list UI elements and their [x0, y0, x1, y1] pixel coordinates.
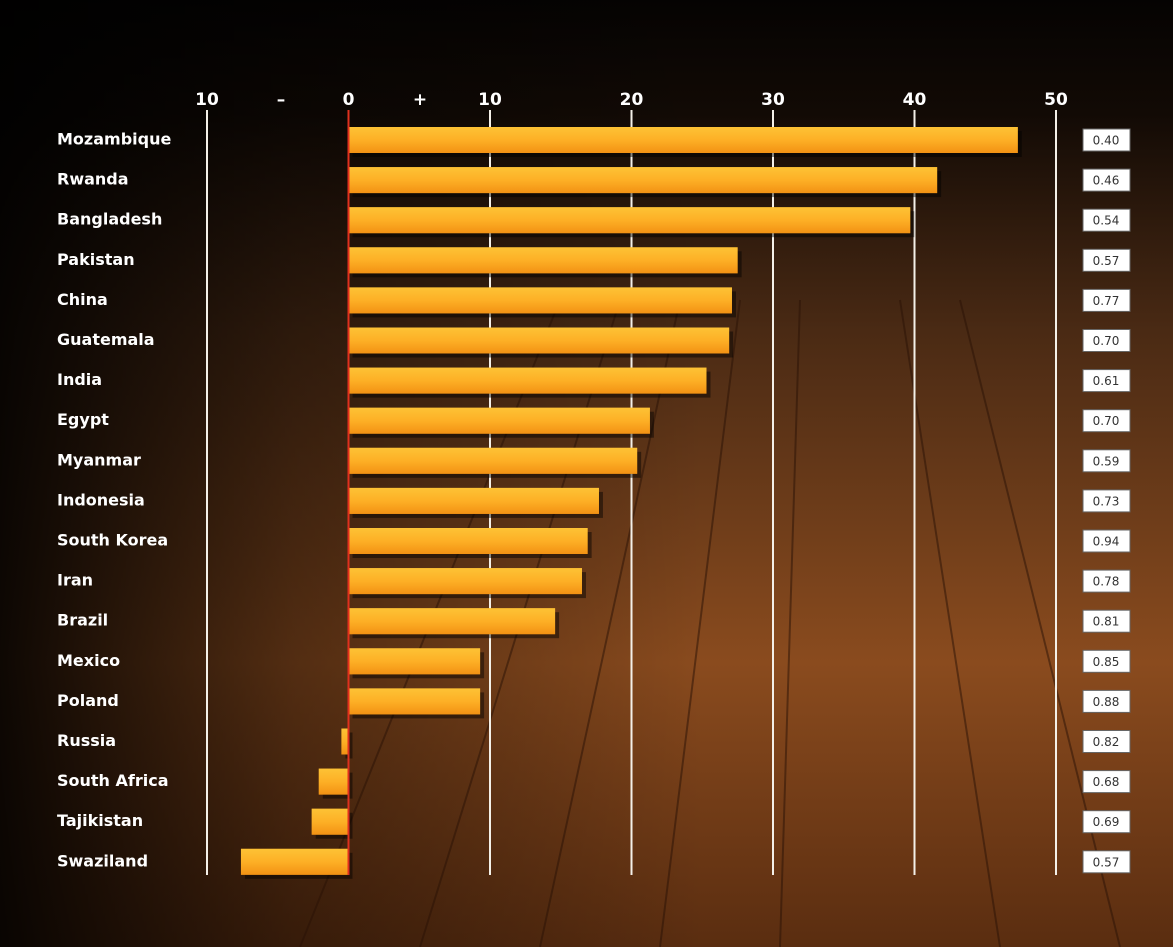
x-tick-label: 40	[903, 90, 927, 110]
bar-highlight	[349, 368, 707, 394]
category-label: Pakistan	[57, 250, 135, 269]
bar-highlight	[319, 769, 349, 795]
bar-highlight	[349, 488, 599, 514]
x-tick-label: 50	[1044, 90, 1068, 110]
bar-highlight	[349, 287, 732, 313]
category-label: South Africa	[57, 771, 169, 790]
bar-highlight	[349, 688, 481, 714]
category-label: South Korea	[57, 531, 168, 550]
bar-highlight	[349, 207, 911, 233]
side-value-label: 0.69	[1093, 815, 1120, 829]
category-label: Indonesia	[57, 490, 145, 509]
category-label: Myanmar	[57, 450, 141, 469]
side-value-label: 0.73	[1093, 494, 1120, 508]
bar-highlight	[349, 408, 650, 434]
side-value-label: 0.57	[1093, 254, 1120, 268]
category-label: Rwanda	[57, 170, 129, 189]
side-value-label: 0.59	[1093, 454, 1120, 468]
side-value-label: 0.85	[1093, 655, 1120, 669]
x-tick-label: 10	[478, 90, 502, 110]
side-value-label: 0.68	[1093, 775, 1120, 789]
x-tick-label: 0	[343, 90, 355, 110]
category-label: Mexico	[57, 651, 120, 670]
category-label: Egypt	[57, 410, 109, 429]
x-tick-label: 10	[195, 90, 219, 110]
category-label: Poland	[57, 691, 119, 710]
side-value-label: 0.61	[1093, 374, 1120, 388]
category-label: Iran	[57, 571, 93, 590]
category-label: China	[57, 290, 108, 309]
category-label: Russia	[57, 731, 116, 750]
bar-highlight	[349, 127, 1018, 153]
side-value-label: 0.57	[1093, 855, 1120, 869]
category-label: India	[57, 370, 102, 389]
side-value-label: 0.82	[1093, 735, 1120, 749]
side-value-label: 0.40	[1093, 134, 1120, 148]
bar-highlight	[241, 849, 349, 875]
category-label: Tajikistan	[57, 811, 143, 830]
category-label: Swaziland	[57, 851, 148, 870]
annotation: +	[413, 90, 427, 110]
side-value-label: 0.94	[1093, 535, 1120, 549]
annotation: –	[277, 90, 286, 110]
category-label: Brazil	[57, 611, 108, 630]
bar-highlight	[349, 568, 582, 594]
side-value-label: 0.81	[1093, 615, 1120, 629]
side-value-label: 0.78	[1093, 575, 1120, 589]
side-value-label: 0.70	[1093, 414, 1120, 428]
category-label: Mozambique	[57, 130, 171, 149]
category-label: Bangladesh	[57, 210, 162, 229]
bar-highlight	[349, 528, 588, 554]
bar-highlight	[349, 608, 556, 634]
x-tick-label: 30	[761, 90, 785, 110]
bar-highlight	[349, 247, 738, 273]
side-value-label: 0.88	[1093, 695, 1120, 709]
bar-highlight	[312, 809, 349, 835]
bar-highlight	[349, 448, 638, 474]
bar-highlight	[349, 167, 938, 193]
side-value-label: 0.70	[1093, 334, 1120, 348]
x-tick-label: 20	[620, 90, 644, 110]
side-value-label: 0.54	[1093, 214, 1120, 228]
bar-highlight	[349, 648, 481, 674]
bar-highlight	[341, 729, 348, 755]
category-label: Guatemala	[57, 330, 155, 349]
bar-highlight	[349, 328, 730, 354]
chart: – + 10 0 10 20 30 40 50 Mozambique 0.40 Rwanda 0.4…	[0, 0, 1173, 947]
side-value-label: 0.77	[1093, 294, 1120, 308]
side-value-label: 0.46	[1093, 174, 1120, 188]
